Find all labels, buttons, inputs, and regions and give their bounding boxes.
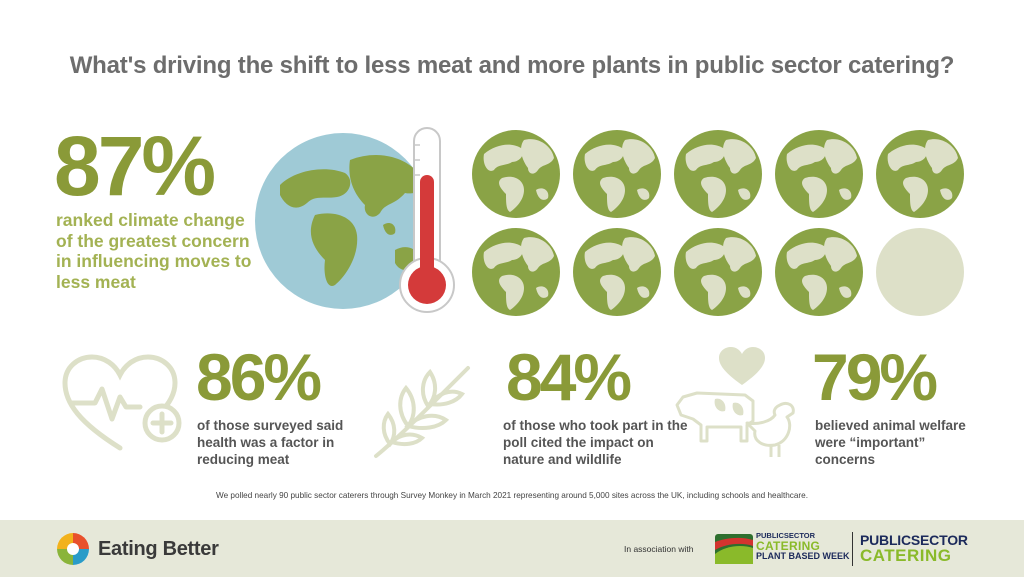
globe-filled-2 — [573, 130, 661, 218]
stat-86-description: of those surveyed said health was a fact… — [197, 418, 344, 467]
stat-87-description: ranked climate change of the greatest co… — [56, 210, 252, 292]
page-title: What's driving the shift to less meat an… — [69, 52, 955, 79]
partner2-line2: CATERING — [860, 546, 952, 565]
globe-filled-3 — [674, 130, 762, 218]
brand-name: Eating Better — [98, 538, 219, 560]
stat-87-value: 87% — [54, 119, 216, 213]
plant-based-week-logo-icon — [715, 534, 753, 564]
partner1-line2: CATERING — [756, 538, 821, 553]
globe-filled-7 — [573, 228, 661, 316]
globe-empty-10 — [876, 228, 964, 316]
stat-86-value: 86% — [196, 340, 322, 414]
stat-79-description: believed animal welfare were “important”… — [815, 418, 966, 467]
farm-animals-icon — [675, 347, 795, 457]
logo-divider — [852, 532, 853, 566]
globe-filled-6 — [472, 228, 560, 316]
partner1-line1: PUBLICSECTOR — [756, 531, 816, 540]
stat-84-description: of those who took part in the poll cited… — [503, 418, 688, 467]
association-label: In association with — [624, 544, 694, 554]
globe-filled-5 — [876, 130, 964, 218]
partner1-line3: PLANT BASED WEEK — [756, 550, 850, 561]
partner2-line1: PUBLICSECTOR — [860, 532, 968, 548]
footnote: We polled nearly 90 public sector catere… — [216, 491, 808, 500]
globe-thermometer-icon — [255, 127, 455, 313]
footer-bar — [0, 520, 1024, 577]
globe-grid — [472, 130, 964, 316]
globe-filled-4 — [775, 130, 863, 218]
globe-filled-1 — [472, 130, 560, 218]
globe-filled-9 — [775, 228, 863, 316]
partner-logo-public-sector-catering: PUBLICSECTOR CATERING — [860, 533, 968, 564]
stat-79-value: 79% — [812, 340, 938, 414]
globe-filled-8 — [674, 228, 762, 316]
small-heart-icon — [719, 347, 765, 385]
eating-better-logo-icon — [57, 533, 89, 565]
partner-logo-plant-based-week: PUBLICSECTOR CATERING PLANT BASED WEEK — [756, 532, 850, 561]
heart-health-icon — [62, 354, 182, 451]
stat-84-value: 84% — [506, 340, 632, 414]
leaf-branch-icon — [374, 366, 470, 458]
